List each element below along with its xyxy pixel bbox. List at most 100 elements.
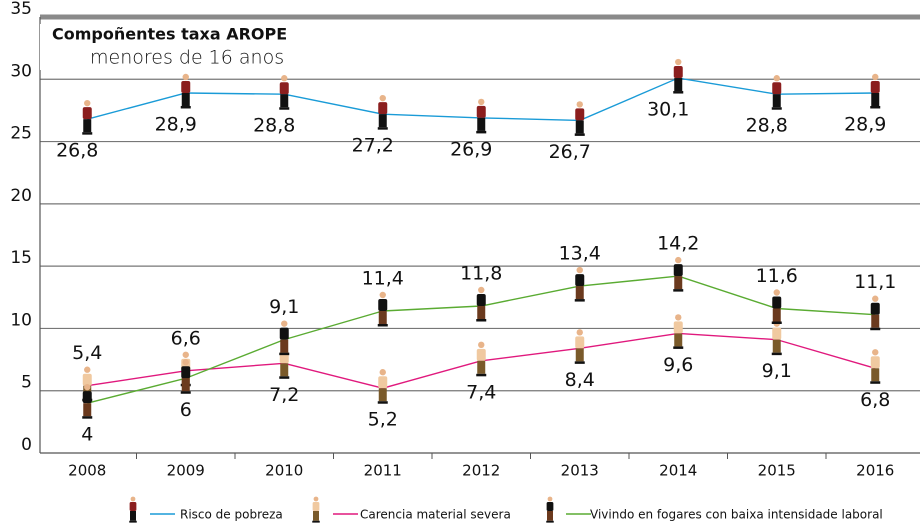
shoes: [82, 416, 92, 419]
shirt: [313, 502, 320, 511]
pants: [379, 311, 387, 324]
x-tick-label: 2012: [462, 462, 500, 480]
chart-title: Compoñentes taxa AROPE: [52, 25, 287, 44]
shirt: [575, 336, 584, 348]
head: [84, 367, 90, 373]
data-label: 11,4: [362, 267, 404, 289]
data-label: 8,4: [565, 369, 595, 391]
head: [314, 497, 319, 502]
head: [577, 101, 583, 107]
shirt: [871, 81, 880, 93]
y-tick-label: 20: [10, 186, 32, 206]
shoes: [673, 346, 683, 349]
pants: [83, 119, 91, 132]
data-label: 28,9: [844, 113, 886, 135]
shirt: [83, 107, 92, 119]
head: [131, 497, 136, 502]
person-marker: [575, 329, 585, 364]
pants: [477, 361, 485, 374]
shirt: [83, 391, 92, 403]
data-label: 6: [180, 399, 192, 421]
data-label: 11,1: [854, 271, 896, 293]
person-marker: [476, 287, 486, 322]
person-marker: [312, 497, 320, 523]
pants: [576, 348, 584, 361]
shoes: [772, 353, 782, 356]
shoes: [312, 521, 320, 523]
pants: [773, 308, 781, 321]
data-label: 28,8: [253, 115, 295, 137]
shoes: [181, 391, 191, 394]
shirt: [575, 108, 584, 120]
head: [84, 384, 90, 390]
shoes: [673, 289, 683, 292]
pants: [313, 511, 319, 521]
pants: [773, 94, 781, 107]
pants: [773, 340, 781, 353]
y-tick-label: 5: [21, 373, 32, 393]
shirt: [772, 328, 781, 340]
shirt: [871, 303, 880, 315]
data-label: 30,1: [647, 99, 689, 121]
data-label: 14,2: [657, 233, 699, 255]
chart-subtitle: menores de 16 anos: [90, 47, 284, 69]
shoes: [279, 376, 289, 379]
person-marker: [673, 257, 683, 292]
data-label: 9,1: [269, 296, 299, 318]
pants: [674, 333, 682, 346]
pants: [871, 315, 879, 328]
shoes: [279, 353, 289, 356]
shoes: [575, 299, 585, 302]
pants: [576, 286, 584, 299]
data-label: 11,6: [756, 265, 798, 287]
head: [183, 352, 189, 358]
pants: [547, 511, 553, 521]
data-label: 9,1: [762, 360, 792, 382]
shoes: [181, 106, 191, 109]
person-marker: [279, 320, 289, 355]
x-tick-label: 2010: [265, 462, 303, 480]
data-label: 26,7: [549, 141, 591, 163]
head: [675, 59, 681, 65]
data-label: 6,8: [860, 389, 890, 411]
shirt: [181, 81, 190, 93]
head: [872, 74, 878, 80]
shirt: [280, 82, 289, 94]
shirt: [280, 328, 289, 340]
data-label: 9,6: [663, 354, 693, 376]
shoes: [82, 132, 92, 135]
shoes: [129, 521, 137, 523]
shirt: [378, 102, 387, 114]
pants: [379, 388, 387, 401]
shirt: [547, 502, 554, 511]
head: [872, 296, 878, 302]
person-marker: [82, 100, 92, 135]
y-tick-label: 35: [10, 0, 32, 19]
person-marker: [279, 75, 289, 110]
shoes: [378, 401, 388, 404]
shoes: [476, 131, 486, 134]
data-label: 4: [81, 424, 93, 446]
person-marker: [129, 497, 137, 523]
head: [872, 349, 878, 355]
shirt: [130, 502, 137, 511]
x-tick-label: 2008: [68, 462, 106, 480]
shirt: [477, 349, 486, 361]
head: [577, 329, 583, 335]
pants: [674, 276, 682, 289]
person-marker: [772, 289, 782, 324]
shoes: [378, 127, 388, 130]
y-tick-label: 25: [10, 124, 32, 144]
head: [774, 75, 780, 81]
shoes: [870, 328, 880, 331]
shirt: [772, 82, 781, 94]
pants: [576, 120, 584, 133]
pants: [477, 306, 485, 319]
shirt: [674, 264, 683, 276]
head: [774, 289, 780, 295]
data-label: 7,4: [466, 381, 496, 403]
data-label: 28,8: [746, 115, 788, 137]
head: [478, 287, 484, 293]
head: [281, 320, 287, 326]
head: [548, 497, 553, 502]
